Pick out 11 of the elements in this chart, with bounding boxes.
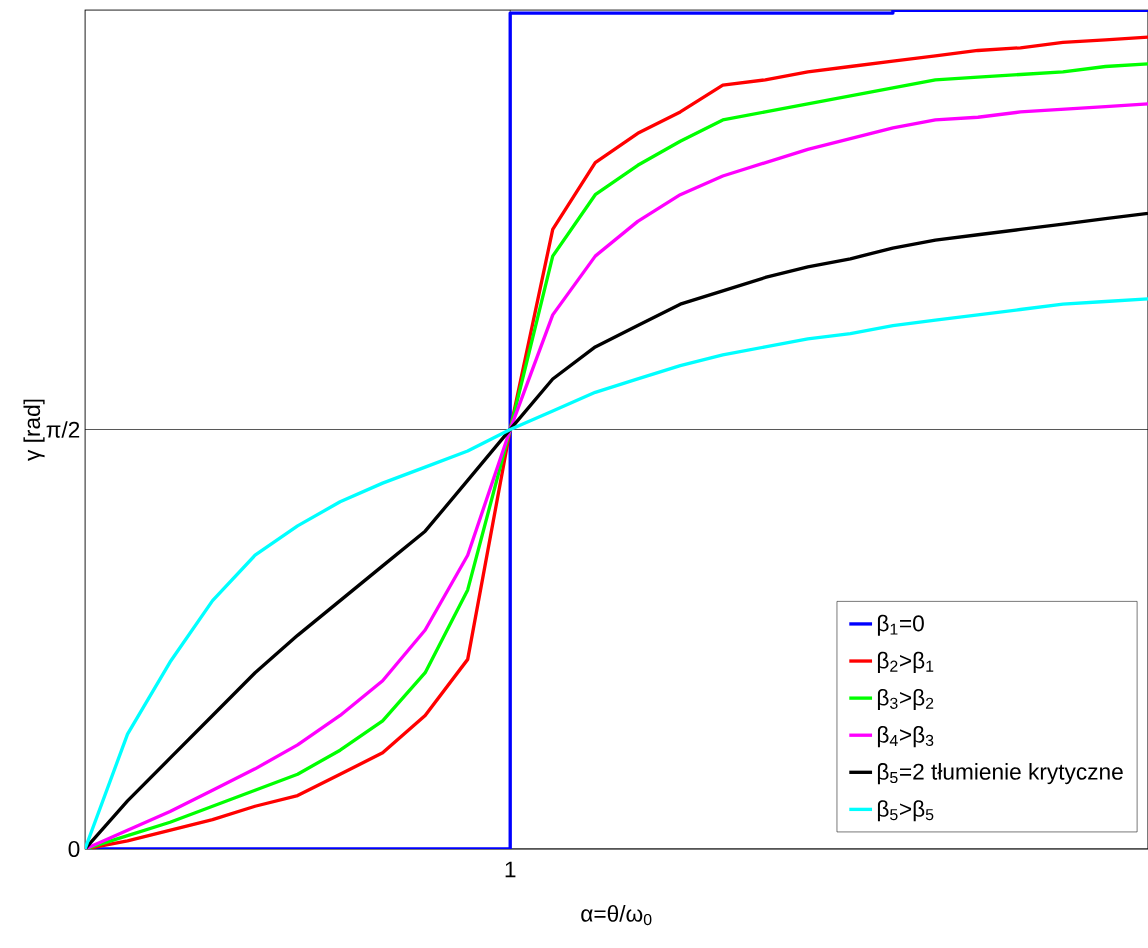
legend-label: β$_{4}$>β$_{3}$ bbox=[877, 726, 934, 748]
legend-label: β$_{5}$>β$_{5}$ bbox=[877, 800, 934, 822]
legend-label: β$_{3}$>β$_{2}$ bbox=[877, 688, 934, 711]
y-tick-label: π/2 bbox=[46, 421, 80, 438]
legend-label: β$_{5}$=2 tłumienie krytyczne bbox=[877, 763, 1123, 785]
y-tick-label: 0 bbox=[68, 840, 80, 858]
x-tick-label: 1 bbox=[505, 861, 516, 878]
y-axis-title: γ [rad] bbox=[23, 399, 45, 461]
legend-label: β$_{2}$>β$_{1}$ bbox=[877, 651, 934, 673]
x-axis-title: α=θ/ω$_{0}$ bbox=[581, 905, 652, 926]
legend-label: β$_{1}$=0 bbox=[877, 614, 924, 636]
